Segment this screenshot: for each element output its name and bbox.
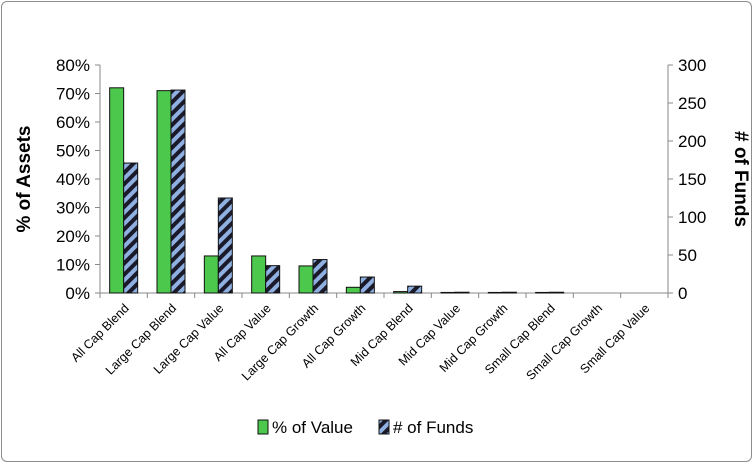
left-tick-label: 20% xyxy=(56,227,90,246)
left-tick-label: 40% xyxy=(56,170,90,189)
left-axis-title: % of Assets xyxy=(14,126,35,233)
right-tick-label: 50 xyxy=(678,246,697,265)
legend-swatch-num-funds xyxy=(378,419,390,435)
bar-num-funds xyxy=(123,162,139,294)
bar-pct-value xyxy=(393,291,409,294)
bar-pct-value xyxy=(109,87,125,294)
legend-label-num-funds: # of Funds xyxy=(393,418,473,437)
right-tick-label: 150 xyxy=(678,170,706,189)
left-tick-label: 10% xyxy=(56,256,90,275)
left-tick-label: 80% xyxy=(56,56,90,75)
right-axis-title: # of Funds xyxy=(730,131,751,227)
bar-num-funds xyxy=(454,291,470,294)
left-tick-label: 60% xyxy=(56,113,90,132)
left-tick-label: 50% xyxy=(56,142,90,161)
bar-pct-value xyxy=(298,265,314,294)
bar-num-funds xyxy=(170,89,186,294)
left-tick-label: 0% xyxy=(65,284,90,303)
bars xyxy=(109,87,565,294)
bar-num-funds xyxy=(501,291,517,294)
bar-num-funds xyxy=(359,276,375,294)
legend-label-pct-value: % of Value xyxy=(272,418,353,437)
bar-num-funds xyxy=(217,197,233,294)
bar-num-funds xyxy=(549,291,565,294)
left-tick-label: 30% xyxy=(56,199,90,218)
bar-pct-value xyxy=(156,90,172,294)
bar-pct-value xyxy=(345,286,361,294)
right-tick-label: 200 xyxy=(678,132,706,151)
bar-num-funds xyxy=(407,285,423,294)
right-tick-label: 0 xyxy=(678,284,687,303)
bar-pct-value xyxy=(251,255,267,294)
legend: % of Value # of Funds xyxy=(257,418,473,437)
axes xyxy=(95,64,673,298)
right-tick-label: 100 xyxy=(678,208,706,227)
bar-num-funds xyxy=(312,259,328,294)
left-tick-label: 70% xyxy=(56,85,90,104)
bar-pct-value xyxy=(487,291,503,294)
bar-pct-value xyxy=(535,291,551,294)
bar-pct-value xyxy=(203,255,219,294)
bar-num-funds xyxy=(265,265,281,294)
right-tick-label: 250 xyxy=(678,94,706,113)
bar-pct-value xyxy=(440,291,456,294)
right-tick-label: 300 xyxy=(678,56,706,75)
legend-swatch-pct-value xyxy=(257,419,269,435)
